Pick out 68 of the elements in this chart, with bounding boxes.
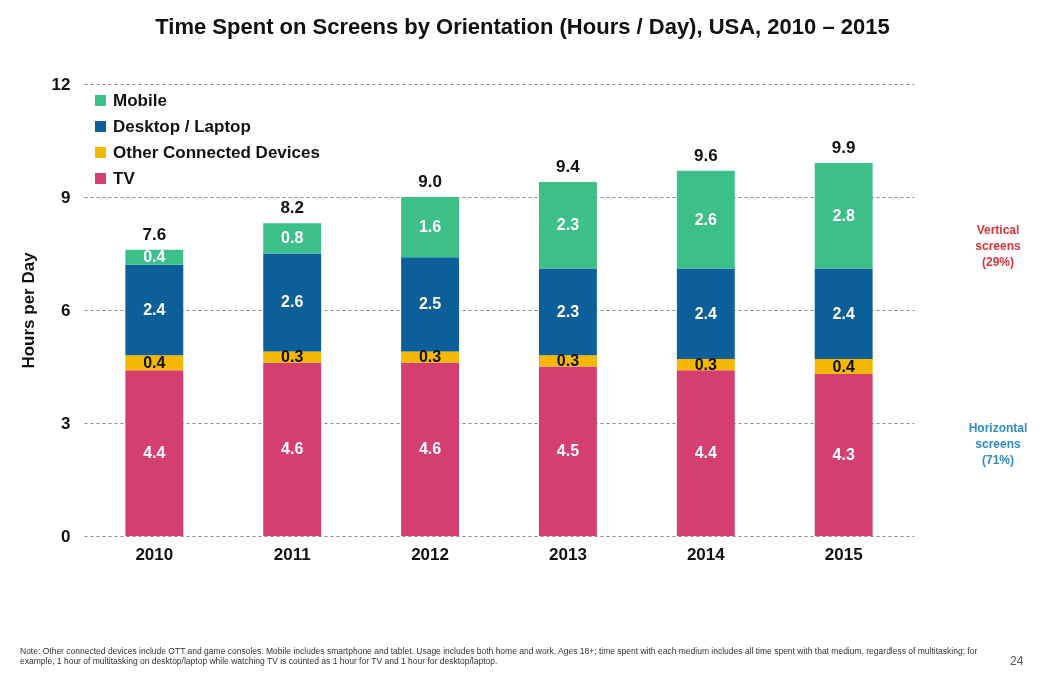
bar bbox=[125, 370, 184, 536]
data-label: 0.4 bbox=[832, 357, 855, 375]
data-label: 2.3 bbox=[556, 302, 580, 320]
data-label: 2.6 bbox=[694, 210, 718, 228]
total-label: 7.6 bbox=[142, 224, 167, 244]
total-label: 9.6 bbox=[693, 145, 718, 165]
total-label: 9.0 bbox=[418, 172, 442, 191]
data-label: 2.8 bbox=[832, 206, 855, 224]
data-label: 2.5 bbox=[418, 295, 442, 313]
y-tick-label: 0 bbox=[61, 526, 71, 546]
total-label: 9.4 bbox=[556, 156, 581, 176]
data-label: 4.4 bbox=[694, 444, 718, 462]
text: Horizontal screens (71%) bbox=[967, 420, 1029, 468]
bar bbox=[538, 268, 597, 356]
data-label: 4.4 bbox=[143, 444, 166, 462]
legend-label: Other Connected Devices bbox=[113, 142, 320, 162]
data-label: 0.3 bbox=[418, 348, 442, 366]
bar bbox=[401, 197, 460, 258]
data-label: 2.4 bbox=[143, 301, 166, 318]
data-label: 1.6 bbox=[418, 218, 442, 236]
bar bbox=[814, 163, 873, 269]
bar bbox=[125, 264, 184, 356]
bar bbox=[538, 181, 597, 269]
bar bbox=[263, 253, 322, 352]
data-label: 2.4 bbox=[694, 304, 718, 322]
x-tick-label: 2011 bbox=[273, 544, 311, 564]
data-label: 4.6 bbox=[281, 440, 304, 458]
bar bbox=[401, 257, 460, 352]
data-label: 0.4 bbox=[143, 353, 166, 371]
data-label: 2.6 bbox=[281, 293, 304, 311]
bar bbox=[538, 366, 597, 536]
data-label: 4.3 bbox=[832, 446, 855, 464]
total-label: 9.9 bbox=[831, 138, 856, 158]
data-label: 0.8 bbox=[281, 229, 304, 247]
y-tick-label: 6 bbox=[61, 300, 71, 320]
data-label: 0.3 bbox=[556, 351, 580, 369]
bar bbox=[676, 170, 735, 269]
data-label: 0.3 bbox=[281, 348, 304, 366]
data-label: 0.4 bbox=[143, 248, 166, 266]
bar bbox=[263, 362, 322, 536]
x-tick-label: 2014 bbox=[686, 544, 726, 564]
text: Vertical screens (29%) bbox=[974, 222, 1022, 270]
data-label: 2.4 bbox=[832, 304, 855, 322]
data-label: 2.3 bbox=[556, 216, 580, 234]
total-label: 8.2 bbox=[280, 198, 305, 218]
legend-label: Desktop / Laptop bbox=[113, 116, 251, 136]
y-tick-label: 9 bbox=[61, 187, 71, 207]
x-tick-label: 2015 bbox=[824, 544, 863, 564]
bar bbox=[401, 362, 460, 536]
bar bbox=[814, 374, 873, 536]
legend-label: TV bbox=[113, 168, 136, 188]
bar bbox=[814, 268, 873, 359]
y-tick-label: 12 bbox=[51, 74, 71, 94]
y-axis-title: Hours per Day bbox=[18, 251, 38, 369]
data-label: 4.6 bbox=[418, 440, 442, 458]
y-tick-label: 3 bbox=[61, 413, 71, 433]
data-label: 0.3 bbox=[694, 355, 718, 373]
bar bbox=[263, 223, 322, 254]
x-tick-label: 2012 bbox=[411, 544, 449, 564]
bar bbox=[676, 370, 735, 536]
bar bbox=[676, 268, 735, 359]
data-label: 4.5 bbox=[556, 442, 580, 460]
text: 24 bbox=[1010, 654, 1024, 668]
text: Note: Other connected devices include OTT and game consoles. Mobile includes smartphone and tablet. Usage includes both home and work. Ages 18+; time spent with each medium includes all time spent with that medium, regardless of multitasking; for example, 1 hour of multitasking on desktop/laptop while watching TV is counted as 1 hour for TV and 1 hour for desktop/laptop. bbox=[20, 646, 979, 666]
legend-label: Mobile bbox=[113, 90, 167, 110]
x-tick-label: 2013 bbox=[549, 544, 587, 564]
chart-title: Time Spent on Screens by Orientation (Hours / Day), USA, 2010 – 2015 bbox=[154, 14, 891, 40]
x-tick-label: 2010 bbox=[135, 544, 174, 564]
